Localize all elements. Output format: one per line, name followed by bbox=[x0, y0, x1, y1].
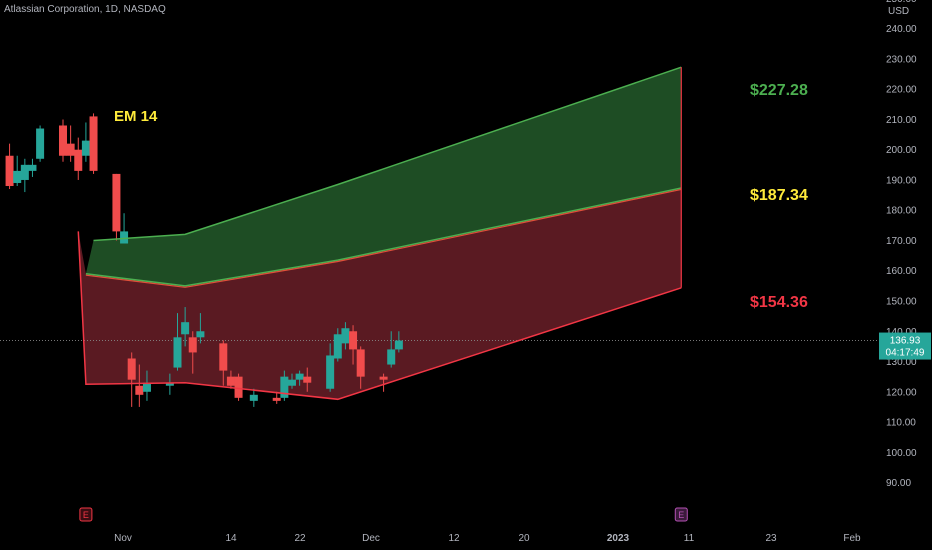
x-tick-label: Feb bbox=[843, 533, 861, 544]
level-label: $154.36 bbox=[750, 294, 808, 311]
last-price-tag-bg bbox=[879, 332, 931, 360]
earnings-marker-box bbox=[674, 507, 688, 522]
candle[interactable] bbox=[188, 337, 197, 353]
x-tick-label: 11 bbox=[684, 533, 695, 544]
y-tick-label: 210.00 bbox=[886, 115, 917, 126]
candle[interactable] bbox=[379, 376, 388, 380]
candle[interactable] bbox=[341, 328, 350, 344]
candle[interactable] bbox=[173, 337, 182, 368]
time-axis-panel[interactable] bbox=[0, 525, 932, 550]
x-tick-label: 23 bbox=[765, 533, 777, 544]
y-tick-label: 170.00 bbox=[886, 236, 917, 247]
bar-countdown: 04:17:49 bbox=[886, 348, 925, 359]
candle[interactable] bbox=[333, 334, 342, 359]
currency-label: USD bbox=[888, 6, 909, 17]
level-label: $187.34 bbox=[750, 187, 808, 204]
candle[interactable] bbox=[272, 397, 281, 401]
y-tick-label: 180.00 bbox=[886, 206, 917, 217]
earnings-marker[interactable]: E bbox=[79, 507, 93, 522]
candle[interactable] bbox=[5, 155, 14, 187]
x-tick-label: 20 bbox=[518, 533, 530, 544]
y-tick-label: 240.00 bbox=[886, 24, 917, 35]
candle[interactable] bbox=[13, 170, 22, 183]
candle[interactable] bbox=[135, 385, 144, 395]
candle[interactable] bbox=[249, 394, 258, 401]
candle[interactable] bbox=[66, 143, 75, 156]
candle[interactable] bbox=[28, 164, 37, 171]
candle[interactable] bbox=[142, 382, 151, 392]
lower-band-line[interactable] bbox=[77, 231, 682, 401]
symbol-header: Atlassian Corporation, 1D, NASDAQ bbox=[4, 4, 166, 15]
annotation-em14: EM 14 bbox=[114, 108, 158, 125]
y-tick-label: 150.00 bbox=[886, 297, 917, 308]
y-tick-label: 200.00 bbox=[886, 145, 917, 156]
candle[interactable] bbox=[165, 382, 174, 386]
x-tick-label: 12 bbox=[448, 533, 460, 544]
y-tick-label: 130.00 bbox=[886, 357, 917, 368]
candle[interactable] bbox=[349, 331, 358, 350]
y-tick-label: 90.00 bbox=[886, 478, 911, 489]
candle[interactable] bbox=[81, 140, 90, 156]
earnings-marker-letter: E bbox=[678, 510, 684, 520]
candle[interactable] bbox=[219, 343, 228, 371]
candle[interactable] bbox=[226, 376, 235, 386]
candle[interactable] bbox=[196, 331, 205, 338]
x-tick-label: 2023 bbox=[607, 533, 630, 544]
mid-band-line-red[interactable] bbox=[85, 188, 682, 288]
level-label: $227.28 bbox=[750, 82, 808, 99]
candle[interactable] bbox=[394, 340, 403, 350]
candle[interactable] bbox=[74, 149, 83, 171]
x-tick-label: 22 bbox=[294, 533, 306, 544]
candle[interactable] bbox=[20, 164, 29, 180]
candle[interactable] bbox=[387, 349, 396, 365]
upper-range-fill bbox=[85, 67, 682, 286]
candle[interactable] bbox=[127, 358, 136, 380]
lower-range-fill bbox=[78, 188, 682, 400]
candle[interactable] bbox=[59, 125, 67, 156]
x-tick-label: Dec bbox=[362, 533, 380, 544]
y-tick-label: 110.00 bbox=[886, 418, 916, 429]
x-tick-label: 14 bbox=[225, 533, 237, 544]
price-axis-panel[interactable] bbox=[878, 0, 932, 550]
candle[interactable] bbox=[234, 376, 243, 398]
candle[interactable] bbox=[120, 231, 129, 244]
y-tick-label: 140.00 bbox=[886, 327, 917, 338]
candle[interactable] bbox=[326, 355, 335, 389]
candle[interactable] bbox=[356, 349, 365, 377]
earnings-marker[interactable]: E bbox=[674, 507, 688, 522]
y-tick-label: 160.00 bbox=[886, 266, 917, 277]
y-tick-label: 100.00 bbox=[886, 448, 917, 459]
earnings-marker-box bbox=[79, 507, 93, 522]
y-tick-label: 230.00 bbox=[886, 54, 917, 65]
earnings-marker-letter: E bbox=[83, 510, 89, 520]
candle[interactable] bbox=[287, 379, 296, 386]
y-tick-label: 220.00 bbox=[886, 85, 917, 96]
y-tick-label: 190.00 bbox=[886, 175, 917, 186]
candle[interactable] bbox=[181, 322, 190, 335]
candle[interactable] bbox=[303, 376, 312, 383]
candle[interactable] bbox=[112, 173, 121, 232]
candle[interactable] bbox=[295, 373, 304, 380]
candle[interactable] bbox=[89, 116, 98, 171]
x-tick-label: Nov bbox=[114, 533, 132, 544]
y-tick-label: 120.00 bbox=[886, 387, 917, 398]
last-price-value: 136.93 bbox=[890, 336, 921, 347]
candle[interactable] bbox=[280, 376, 289, 398]
candle[interactable] bbox=[36, 128, 45, 159]
y-tick-label: 250.00 bbox=[886, 0, 917, 5]
upper-band-line[interactable] bbox=[93, 66, 682, 242]
mid-band-line-green[interactable] bbox=[85, 187, 682, 287]
